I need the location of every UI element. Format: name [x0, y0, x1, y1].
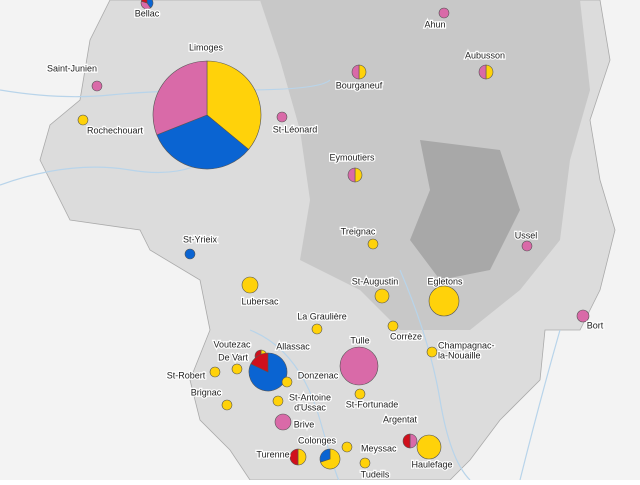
place-label: Argentat: [383, 414, 418, 424]
place-label: Saint-Junien: [47, 63, 97, 73]
place-label: Ahun: [424, 19, 445, 29]
pie-slice: [576, 309, 590, 323]
pie-slice: [367, 238, 379, 250]
pie-slice: [311, 323, 323, 335]
place-label: Eymoutiers: [329, 152, 375, 162]
place-label: St-Antoine: [289, 392, 331, 402]
pie-slice: [156, 114, 250, 170]
place-label: Colonges: [298, 435, 337, 445]
pie-slice: [374, 288, 390, 304]
place-label: Corrèze: [390, 331, 422, 341]
pie-slice: [438, 7, 450, 19]
pie-slice: [319, 448, 331, 463]
place-label: Champagnac-: [438, 340, 495, 350]
pie-slice: [351, 64, 360, 80]
place-label: Rochechouart: [87, 125, 144, 135]
pie-slice: [409, 433, 418, 449]
place-label: Bort: [587, 320, 604, 330]
river: [249, 329, 341, 482]
place-label: St-Fortunade: [346, 399, 399, 409]
river: [399, 269, 471, 481]
pie-slice: [281, 376, 293, 388]
pie-slice: [402, 433, 411, 449]
place-label: la-Nouaille: [438, 350, 481, 360]
pie-slice: [359, 457, 371, 469]
place-label: St-Robert: [167, 370, 206, 380]
pie-slice: [341, 441, 353, 453]
pie-slice: [231, 363, 243, 375]
pie-slice: [184, 248, 196, 260]
pie-slice: [91, 80, 103, 92]
place-label: Aubusson: [465, 50, 505, 60]
place-label: St-Yrieix: [183, 234, 218, 244]
place-label: Tulle: [350, 335, 369, 345]
place-label: St-Augustin: [352, 276, 399, 286]
pie-slice: [354, 167, 363, 183]
place-label: Bourganeuf: [336, 80, 383, 90]
plateau: [410, 140, 520, 280]
pie-slice: [428, 285, 460, 317]
place-label: Bellac: [135, 8, 160, 18]
pie-slice: [276, 111, 288, 123]
pie-slice: [274, 413, 292, 431]
pie-slice: [426, 346, 438, 358]
place-label: Brignac: [191, 387, 222, 397]
place-label: De Vart: [218, 352, 248, 362]
pie-slice: [297, 448, 307, 466]
place-label: La Graulière: [297, 311, 347, 321]
river: [519, 329, 561, 481]
pie-slice: [339, 346, 379, 386]
place-label: St-Léonard: [273, 124, 318, 134]
pie-slice: [478, 64, 487, 80]
place-label: Treignac: [341, 226, 376, 236]
pies: Bellac Ahun Saint-Junien Limoges Rochechouar…: [46, 0, 605, 481]
place-label: Ussel: [515, 230, 538, 240]
place-label: Tudeils: [361, 469, 390, 479]
pie-slice: [206, 60, 262, 150]
place-label: Allassac: [276, 341, 310, 351]
pie-slice: [416, 434, 442, 460]
pie-slice: [485, 64, 494, 80]
pie-slice: [152, 60, 208, 136]
place-label: Donzenac: [298, 370, 339, 380]
place-label: Lubersac: [241, 296, 279, 306]
pie-slice: [358, 64, 367, 80]
pie-slice: [221, 399, 233, 411]
pie-slice: [77, 114, 89, 126]
pie-slice: [387, 320, 399, 332]
pie-slice: [289, 448, 299, 466]
place-label: d'Ussac: [294, 402, 326, 412]
pie-slice: [140, 0, 148, 4]
place-label: Haulefage: [411, 459, 452, 469]
pie-slice: [241, 276, 259, 294]
place-label: Brive: [294, 419, 315, 429]
place-label: Voutezac: [213, 339, 251, 349]
place-label: Turenne: [256, 449, 289, 459]
pie-slice: [347, 167, 356, 183]
pie-slice: [250, 352, 269, 373]
pie-slice: [209, 366, 221, 378]
place-label: Limoges: [189, 42, 224, 52]
pie-slice: [272, 395, 284, 407]
pie-slice: [354, 388, 366, 400]
place-label: Meyssac: [361, 443, 397, 453]
pie-slice: [521, 240, 533, 252]
place-label: Egletons: [427, 276, 463, 286]
